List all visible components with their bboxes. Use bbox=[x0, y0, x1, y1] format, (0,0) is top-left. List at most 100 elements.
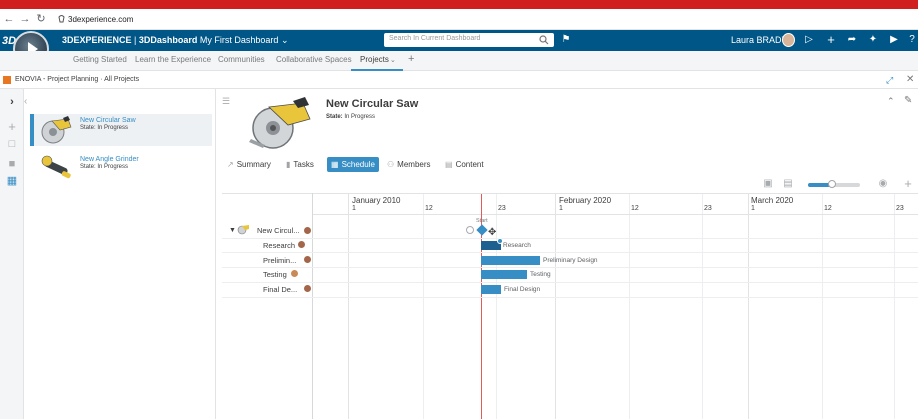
angle-grinder-thumbnail bbox=[41, 155, 71, 179]
dashboard-tab-bar bbox=[0, 51, 918, 71]
expand-chevron-icon[interactable]: › bbox=[10, 96, 14, 108]
gridline bbox=[555, 194, 556, 419]
brand-label: 3DEXPERIENCE bbox=[62, 35, 132, 45]
back-icon[interactable]: ← bbox=[3, 13, 15, 25]
assignee-avatar[interactable] bbox=[304, 227, 311, 234]
bar-label: Research bbox=[503, 242, 531, 249]
gridline bbox=[629, 194, 630, 419]
gantt-bar-research[interactable] bbox=[481, 241, 501, 250]
project-state: State: In Progress bbox=[80, 164, 129, 170]
user-avatar[interactable] bbox=[782, 33, 795, 47]
bar-resize-handle[interactable] bbox=[497, 238, 503, 244]
month-label: March 2020 bbox=[751, 196, 794, 205]
day-label: 23 bbox=[704, 205, 712, 212]
enovia-app-icon bbox=[3, 76, 11, 84]
chevron-up-icon[interactable]: ⌃ bbox=[887, 96, 895, 106]
communication-icon[interactable]: ▶ bbox=[890, 34, 898, 45]
add-tab-button[interactable]: + bbox=[408, 53, 415, 65]
share-icon[interactable]: ▷ bbox=[805, 34, 813, 45]
project-view-icon[interactable]: ▦ bbox=[6, 175, 18, 187]
today-marker bbox=[481, 194, 482, 419]
gridline bbox=[894, 194, 895, 419]
picture-icon[interactable]: ▤ bbox=[783, 178, 793, 189]
browser-top-bar bbox=[0, 0, 918, 9]
link-handle[interactable] bbox=[466, 226, 474, 234]
add-icon[interactable]: + bbox=[827, 32, 835, 47]
play-icon bbox=[28, 42, 38, 56]
forward-icon[interactable]: ➦ bbox=[847, 34, 857, 45]
day-label: 12 bbox=[631, 205, 639, 212]
task-name[interactable]: Prelimin... bbox=[263, 256, 297, 265]
gridline bbox=[423, 194, 424, 419]
tab-schedule[interactable]: ▦ Schedule bbox=[327, 157, 379, 172]
assignee-avatar[interactable] bbox=[304, 285, 311, 292]
gantt-bar-testing[interactable] bbox=[481, 270, 527, 279]
reload-icon[interactable]: ↻ bbox=[36, 13, 46, 25]
edit-icon[interactable]: ✎ bbox=[904, 95, 913, 106]
gantt-bar-final-design[interactable] bbox=[481, 285, 501, 294]
bar-label: Final Design bbox=[504, 286, 541, 293]
chevron-down-icon[interactable]: ⌄ bbox=[280, 35, 289, 45]
tab-projects[interactable]: Projects bbox=[360, 55, 389, 64]
start-label: Start bbox=[476, 218, 488, 224]
tab-schedule-label: Schedule bbox=[341, 160, 375, 169]
selection-indicator bbox=[30, 114, 34, 146]
trash-icon: ▮ bbox=[286, 160, 291, 169]
tab-getting-started[interactable]: Getting Started bbox=[73, 55, 127, 64]
eye-icon[interactable]: ◉ bbox=[878, 178, 888, 189]
tab-collaborative-spaces[interactable]: Collaborative Spaces bbox=[276, 55, 352, 64]
collapse-icon[interactable]: ⤢ bbox=[886, 75, 894, 85]
close-icon[interactable]: ✕ bbox=[906, 74, 915, 85]
add-icon[interactable]: + bbox=[904, 176, 912, 191]
gridline bbox=[748, 194, 749, 419]
tab-communities[interactable]: Communities bbox=[218, 55, 265, 64]
search-icon[interactable] bbox=[539, 35, 549, 45]
month-label: January 2010 bbox=[352, 196, 401, 205]
tab-summary[interactable]: ↗ Summary bbox=[227, 157, 271, 172]
collapse-row-icon[interactable]: ▼ bbox=[229, 227, 236, 234]
tab-summary-label: Summary bbox=[236, 160, 271, 169]
document-icon[interactable]: □ bbox=[8, 138, 16, 150]
zoom-slider-handle[interactable] bbox=[828, 180, 836, 188]
gantt-divider[interactable] bbox=[312, 193, 313, 419]
collapse-panel-icon[interactable]: ‹ bbox=[24, 96, 28, 107]
folder-icon[interactable]: ■ bbox=[8, 158, 16, 170]
circular-saw-thumbnail bbox=[41, 116, 72, 144]
active-tab-indicator bbox=[351, 69, 403, 71]
timeline-header-separator bbox=[313, 214, 918, 215]
dashboard-title[interactable]: 3DEXPERIENCE | 3DDashboard My First Dash… bbox=[62, 35, 289, 46]
task-name[interactable]: Testing bbox=[263, 270, 287, 279]
list-toggle-icon[interactable]: ☰ bbox=[222, 96, 231, 106]
gridline bbox=[702, 194, 703, 419]
zoom-slider-fill bbox=[808, 183, 830, 187]
project-name[interactable]: New Circular Saw bbox=[80, 117, 136, 124]
tab-tasks[interactable]: ▮ Tasks bbox=[286, 157, 314, 172]
network-icon[interactable]: ✦ bbox=[868, 34, 878, 45]
address-bar[interactable]: 3dexperience.com bbox=[68, 15, 134, 24]
move-cursor-icon: ✥ bbox=[488, 227, 497, 238]
add-icon[interactable]: + bbox=[8, 119, 16, 134]
tag-icon[interactable]: ⚑ bbox=[561, 34, 571, 45]
task-name[interactable]: Research bbox=[263, 241, 296, 250]
gantt-bar-preliminary-design[interactable] bbox=[481, 256, 540, 265]
dashboard-name: My First Dashboard bbox=[199, 35, 279, 45]
tab-menu-chevron-icon[interactable]: ⌄ bbox=[390, 57, 396, 64]
day-label: 1 bbox=[751, 205, 755, 212]
user-name[interactable]: Laura BRADY bbox=[731, 35, 788, 45]
day-label: 12 bbox=[425, 205, 433, 212]
task-name[interactable]: New Circul... bbox=[257, 226, 300, 235]
image-view-icon[interactable]: ▣ bbox=[763, 178, 773, 189]
assignee-avatar[interactable] bbox=[291, 270, 298, 277]
tab-members[interactable]: ⚇ Members bbox=[387, 157, 431, 172]
assignee-avatar[interactable] bbox=[304, 256, 311, 263]
project-name[interactable]: New Angle Grinder bbox=[80, 156, 139, 163]
task-name[interactable]: Final De... bbox=[263, 285, 298, 294]
site-info-icon[interactable] bbox=[57, 14, 66, 24]
tab-content[interactable]: ▤ Content bbox=[445, 157, 484, 172]
search-input[interactable]: Search In Current Dashboard bbox=[384, 33, 554, 47]
tab-learn-the-experience[interactable]: Learn the Experience bbox=[135, 55, 212, 64]
assignee-avatar[interactable] bbox=[298, 241, 305, 248]
project-thumbnail-icon bbox=[237, 225, 249, 235]
forward-icon[interactable]: → bbox=[19, 13, 31, 25]
help-icon[interactable]: ? bbox=[909, 34, 915, 45]
